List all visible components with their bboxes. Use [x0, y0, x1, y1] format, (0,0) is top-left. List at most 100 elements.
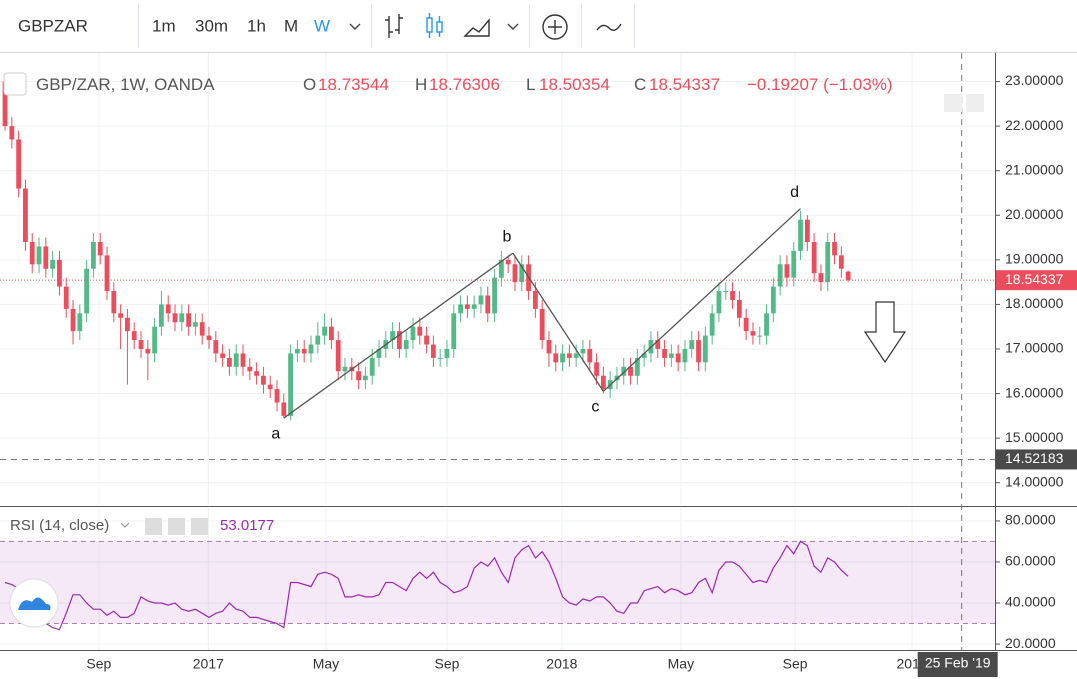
candle-body [335, 340, 341, 372]
candle-body [505, 259, 511, 265]
candle-body [798, 219, 803, 251]
scale-button[interactable] [966, 94, 984, 112]
candle-body [641, 353, 647, 358]
ohlc-label: H [415, 75, 427, 94]
ohlc-value: 18.76306 [429, 75, 500, 94]
candle-body [267, 384, 273, 390]
change: −0.19207 (−1.03%) [747, 75, 893, 94]
symbol[interactable]: GBPZAR [18, 16, 88, 35]
candle-body [36, 246, 42, 265]
scale-button[interactable] [944, 94, 962, 112]
candle-body [328, 326, 334, 341]
candle-body [131, 331, 137, 341]
candle-body [512, 264, 518, 283]
logo-cloud [18, 597, 51, 610]
close-button[interactable] [191, 518, 208, 535]
wave-label: d [790, 184, 799, 201]
dropdown-icon[interactable] [120, 522, 130, 528]
dropdown-icon[interactable] [349, 23, 361, 30]
candle-body [165, 304, 171, 314]
ohlc-value: 18.54337 [649, 75, 720, 94]
candle-body [668, 353, 674, 358]
candle-body [818, 273, 824, 283]
candle-body [696, 340, 701, 363]
candle-body [546, 340, 552, 354]
candle-body [23, 188, 28, 243]
interval[interactable]: M [284, 16, 298, 35]
y-tick-label: 17.00000 [1005, 340, 1064, 356]
candle-body [471, 304, 477, 309]
interval[interactable]: 1h [247, 16, 266, 35]
candle-body [63, 286, 69, 309]
candle-body [784, 264, 790, 278]
candles-icon[interactable] [426, 13, 443, 38]
candle-body [628, 366, 633, 376]
candle-body [723, 291, 729, 293]
indicator-value: 53.0177 [220, 517, 274, 534]
candle-body [315, 335, 321, 345]
candle-body [770, 286, 776, 314]
bars-icon[interactable] [385, 14, 403, 38]
candle-body [111, 291, 117, 314]
candle-body [213, 340, 219, 354]
candle-body [362, 375, 368, 381]
candle-body [376, 348, 382, 358]
candle-body [104, 255, 110, 292]
chart-title: GBP/ZAR, 1W, OANDA [36, 75, 215, 94]
x-tick-label: May [668, 656, 694, 672]
symbol-icon [3, 72, 27, 96]
y-tick-label: 20.00000 [1005, 206, 1064, 222]
candle-body [240, 353, 246, 367]
candle-body [43, 246, 49, 269]
candle-body [682, 348, 688, 363]
candle-body [580, 348, 586, 354]
candle-body [294, 348, 300, 354]
compare-icon[interactable] [596, 23, 622, 31]
area-icon[interactable] [463, 18, 490, 37]
candle-body [825, 242, 831, 283]
candle-body [274, 389, 280, 403]
candle-body [730, 291, 735, 300]
candle-body [832, 242, 837, 256]
candle-body [539, 308, 545, 341]
last-price-label: 18.54337 [1005, 271, 1064, 287]
candle-body [655, 340, 661, 349]
indicator-title: RSI (14, close) [10, 517, 109, 534]
candle-body [247, 366, 253, 372]
candle-body [716, 291, 722, 314]
candle-body [70, 308, 76, 332]
candle-body [118, 313, 124, 318]
ohlc-label: O [303, 75, 316, 94]
candle-body [152, 326, 158, 354]
legend-header: GBP/ZAR, 1W, OANDA O 18.73544 H 18.76306… [36, 75, 893, 94]
x-tick-label: Sep [86, 656, 111, 672]
x-tick-label: Sep [783, 656, 808, 672]
candle-body [417, 326, 423, 336]
candle-body [29, 242, 35, 265]
add-indicator-icon[interactable] [542, 14, 568, 40]
marks [0, 53, 995, 650]
candle-body [587, 348, 593, 363]
candle-body [220, 353, 226, 358]
ohlc-label: L [526, 75, 535, 94]
interval[interactable]: 30m [195, 16, 228, 35]
visibility-button[interactable] [145, 518, 162, 535]
settings-button[interactable] [168, 518, 185, 535]
candle-body [736, 299, 742, 318]
interval-active[interactable]: W [314, 16, 330, 35]
wave-line [602, 208, 801, 392]
candle-body [138, 340, 144, 349]
candle-body [600, 375, 606, 390]
x-tick-label: 2017 [193, 656, 224, 672]
dropdown-icon[interactable] [507, 23, 519, 30]
candle-body [254, 371, 260, 376]
candle-body [199, 322, 205, 336]
candle-body [301, 348, 307, 354]
candle-body [444, 348, 450, 358]
rsi-line [4, 540, 849, 631]
down-arrow [863, 301, 907, 364]
candle-body [519, 264, 525, 283]
interval[interactable]: 1m [152, 16, 176, 35]
candle-body [186, 313, 192, 327]
